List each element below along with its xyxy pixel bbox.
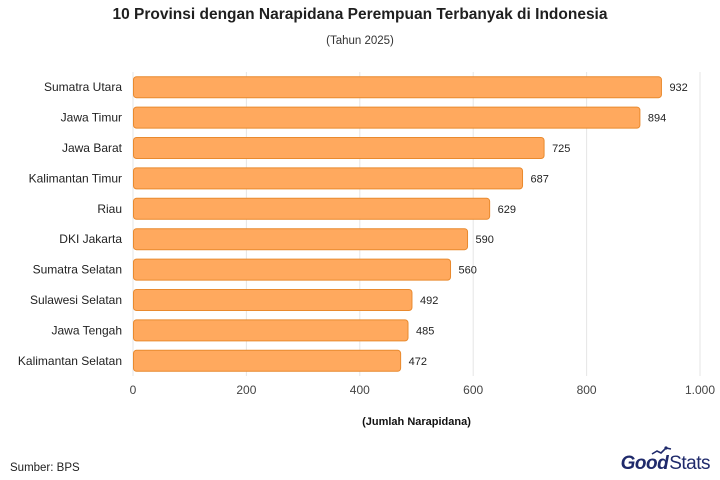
bar: [133, 137, 545, 159]
category-label: DKI Jakarta: [59, 232, 122, 246]
bar: [133, 76, 662, 99]
bar-chart: 0 200 400 600 800 1.000 Sumatra Utara 932 Jawa T…: [18, 72, 715, 428]
category-label: Jawa Tengah: [52, 323, 123, 337]
labels: 0 200 400 600 800 1.000 Sumatra Utara 932 Jawa T…: [18, 80, 715, 397]
bar: [133, 289, 413, 311]
x-tick-label: 1.000: [685, 383, 715, 397]
data-label: 725: [552, 143, 570, 155]
category-label: Jawa Barat: [62, 141, 123, 155]
category-label: Sumatra Selatan: [33, 263, 122, 277]
logo-good-text: Good: [620, 453, 669, 474]
x-tick-label: 400: [350, 383, 370, 397]
bar: [133, 228, 469, 251]
logo-spark-icon: [651, 446, 671, 455]
data-label: 629: [498, 204, 516, 216]
category-label: Jawa Timur: [61, 111, 122, 125]
data-label: 932: [669, 82, 687, 94]
data-label: 472: [409, 356, 427, 368]
bar: [133, 106, 641, 129]
x-tick-label: 0: [130, 383, 137, 397]
chart-subtitle: (Tahun 2025): [326, 35, 394, 47]
category-label: Sumatra Utara: [44, 80, 122, 94]
logo-stats-text: Stats: [669, 453, 710, 474]
bars: [133, 76, 662, 372]
data-label: 492: [420, 295, 438, 307]
category-label: Riau: [97, 202, 122, 216]
x-axis-label: (Jumlah Narapidana): [362, 416, 471, 428]
bar: [133, 349, 402, 372]
bar: [133, 197, 491, 220]
data-label: 894: [648, 113, 666, 125]
category-label: Sulawesi Selatan: [30, 293, 122, 307]
bar: [133, 319, 409, 342]
x-tick-label: 600: [463, 383, 483, 397]
x-tick-label: 800: [577, 383, 597, 397]
data-label: 485: [416, 325, 434, 337]
data-label: 687: [531, 173, 549, 185]
goodstats-logo: Good Stats: [620, 446, 710, 475]
x-tick-label: 200: [236, 383, 256, 397]
bar: [133, 167, 524, 190]
category-label: Kalimantan Timur: [29, 171, 122, 185]
category-label: Kalimantan Selatan: [18, 354, 122, 368]
chart-title: 10 Provinsi dengan Narapidana Perempuan …: [112, 6, 608, 23]
bar: [133, 258, 452, 281]
data-label: 590: [476, 234, 494, 246]
data-label: 560: [459, 265, 477, 277]
source-note: Sumber: BPS: [10, 462, 80, 474]
